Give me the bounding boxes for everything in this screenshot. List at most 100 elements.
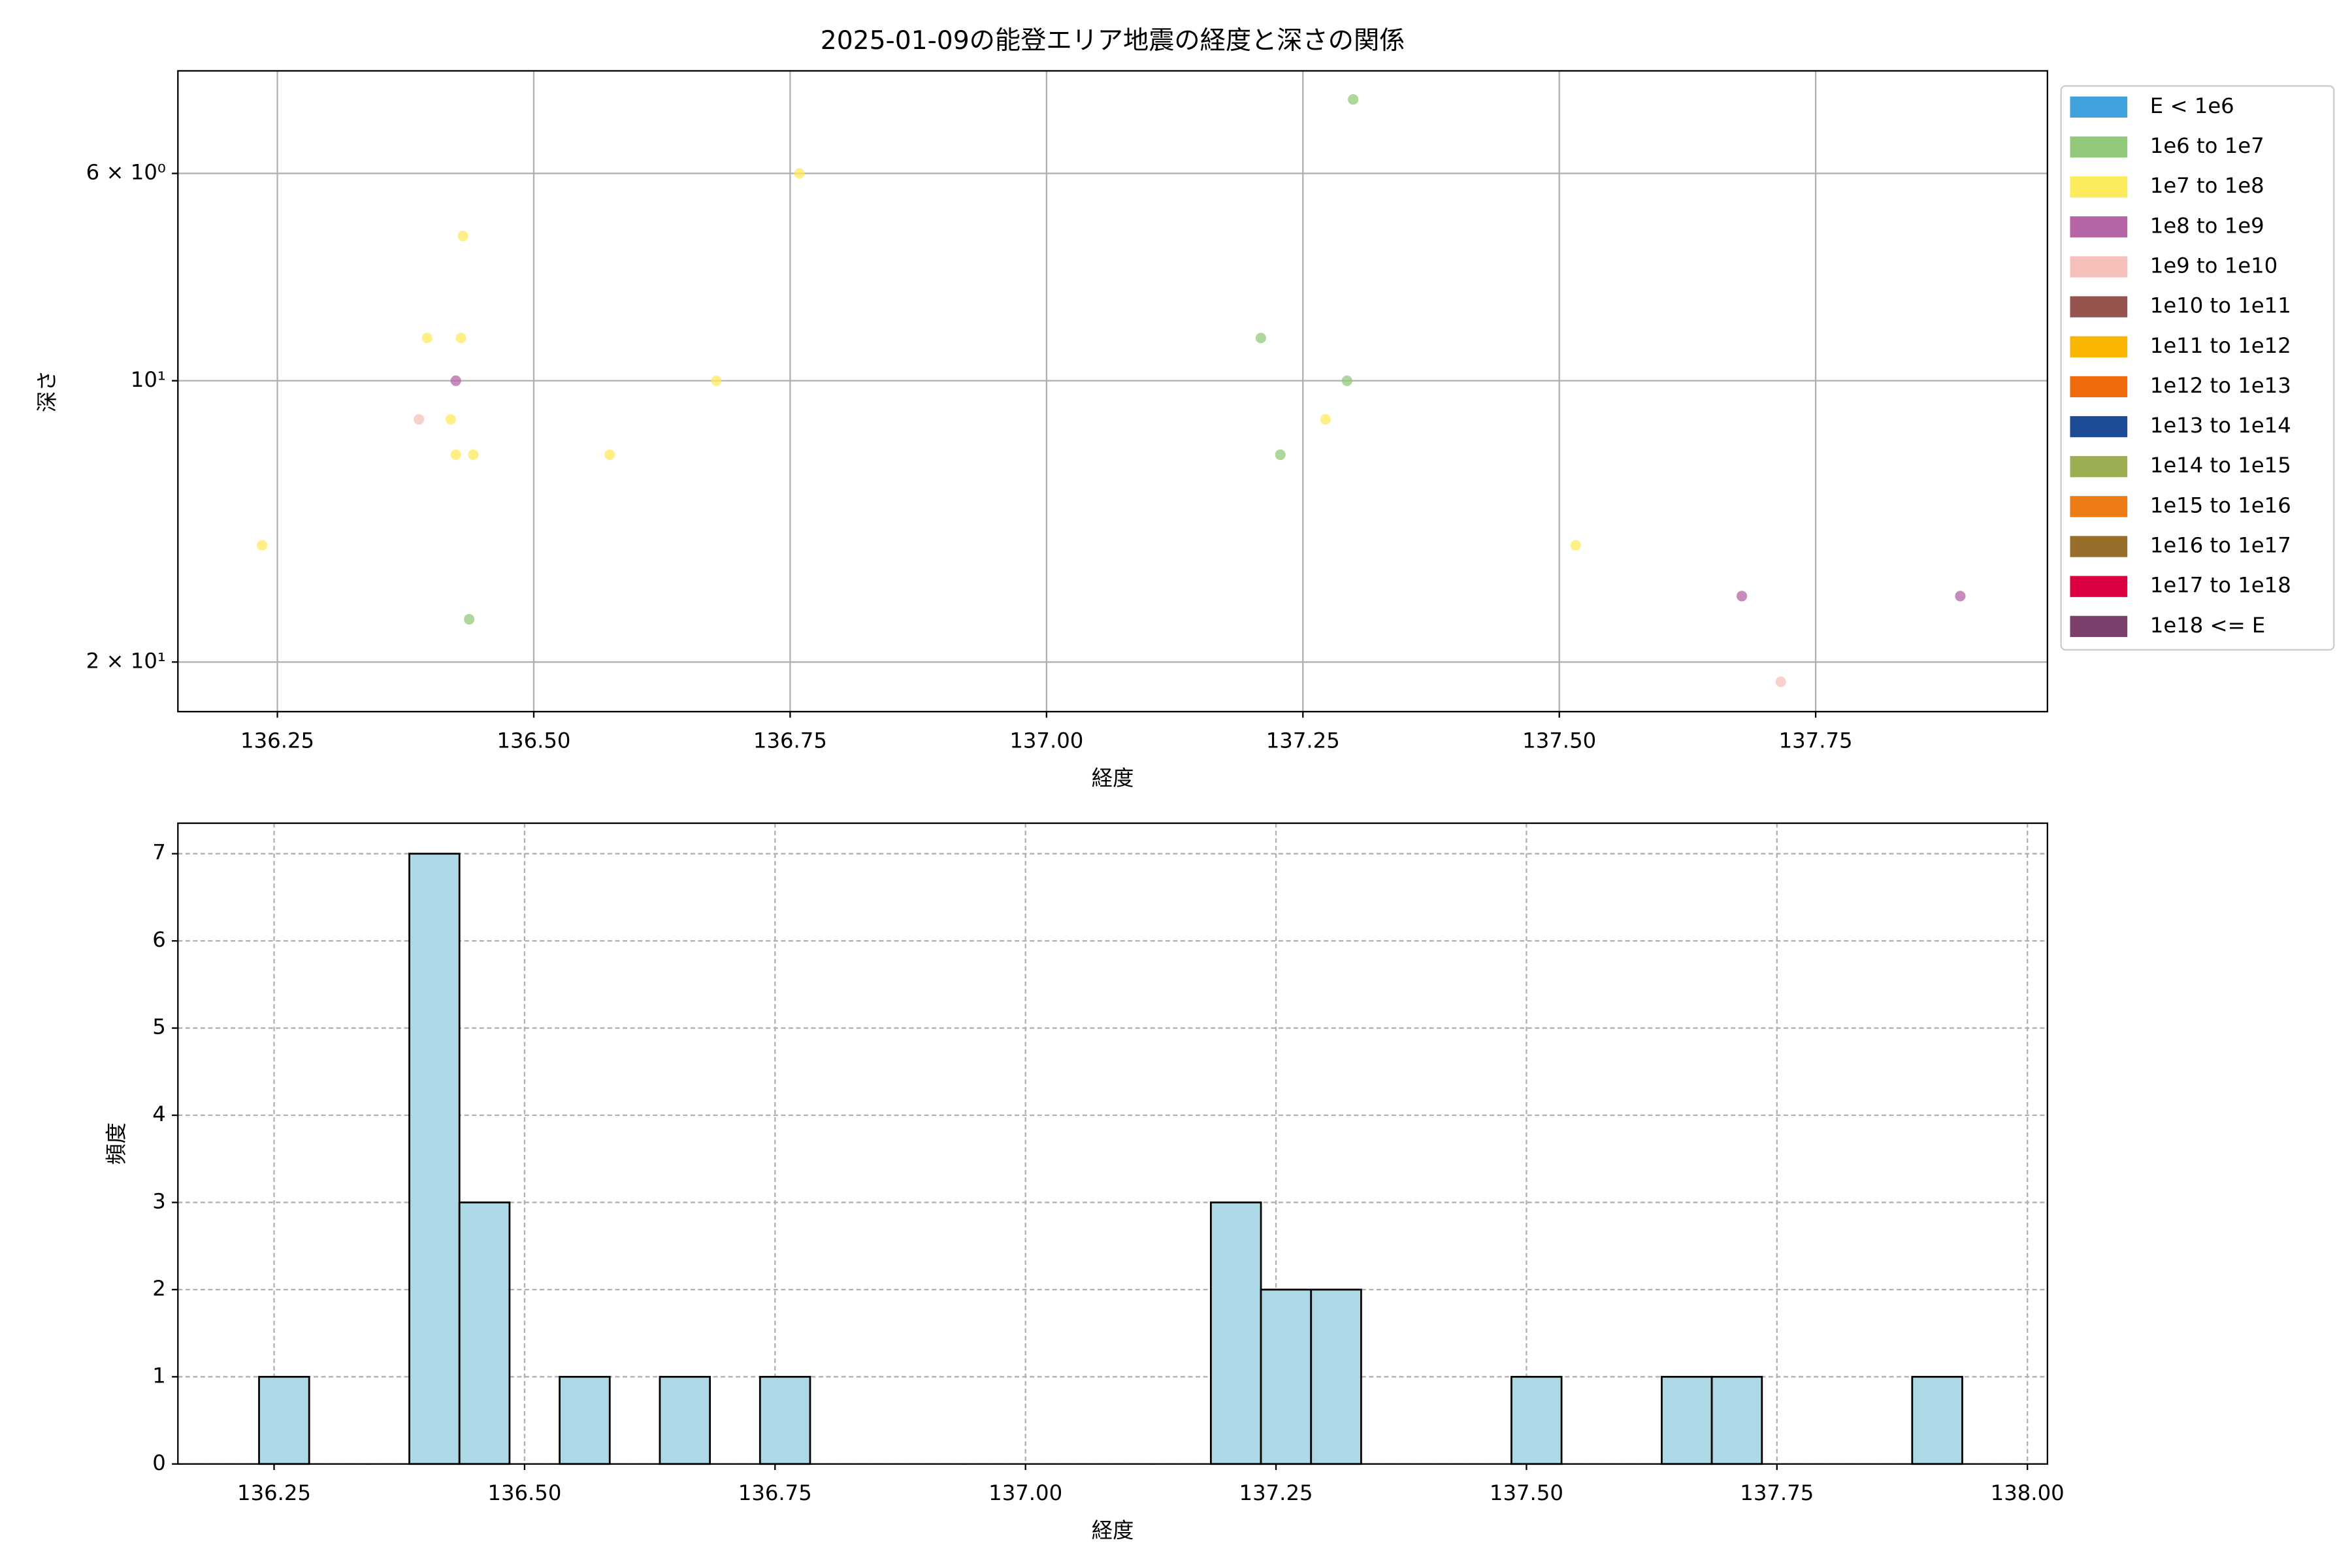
x-tick-label: 137.25 bbox=[1239, 1480, 1313, 1505]
x-tick-label: 136.25 bbox=[237, 1480, 311, 1505]
x-tick-label: 136.50 bbox=[487, 1480, 561, 1505]
point bbox=[468, 449, 479, 461]
bar bbox=[258, 1375, 310, 1465]
point bbox=[1341, 375, 1352, 386]
y-tick-label: 6 × 10⁰ bbox=[86, 159, 166, 184]
point bbox=[256, 540, 268, 551]
y-tick-label: 0 bbox=[152, 1450, 166, 1475]
point bbox=[1775, 676, 1786, 687]
bar bbox=[659, 1375, 711, 1465]
x-tick-label: 136.50 bbox=[497, 728, 570, 753]
x-tick-label: 137.50 bbox=[1490, 1480, 1563, 1505]
legend-swatch bbox=[2070, 376, 2128, 398]
bar bbox=[1710, 1375, 1763, 1465]
legend-label: 1e8 to 1e9 bbox=[2150, 213, 2264, 238]
bar bbox=[1209, 1201, 1262, 1465]
legend-label: 1e14 to 1e15 bbox=[2150, 453, 2291, 478]
point bbox=[1275, 449, 1286, 461]
legend-box bbox=[2060, 85, 2335, 651]
legend-swatch bbox=[2070, 496, 2128, 517]
legend-label: 1e18 <= E bbox=[2150, 613, 2266, 638]
x-tick-label: 137.75 bbox=[1740, 1480, 1814, 1505]
point bbox=[794, 168, 805, 179]
point bbox=[421, 333, 433, 344]
legend-swatch bbox=[2070, 336, 2128, 357]
y-axis-label: 頻度 bbox=[104, 1122, 129, 1165]
point bbox=[1570, 540, 1581, 551]
point bbox=[445, 414, 456, 425]
plot-frame bbox=[177, 822, 2048, 1465]
legend-swatch bbox=[2070, 176, 2128, 198]
point bbox=[464, 613, 475, 625]
legend-swatch bbox=[2070, 576, 2128, 597]
bar bbox=[458, 1201, 511, 1465]
legend-label: 1e9 to 1e10 bbox=[2150, 253, 2278, 278]
y-tick-label: 1 bbox=[152, 1363, 166, 1388]
x-tick-label: 137.50 bbox=[1522, 728, 1596, 753]
legend-swatch bbox=[2070, 216, 2128, 238]
x-tick-label: 136.25 bbox=[240, 728, 314, 753]
legend-swatch bbox=[2070, 256, 2128, 278]
legend-swatch bbox=[2070, 615, 2128, 637]
legend-swatch bbox=[2070, 296, 2128, 318]
x-axis-label: 経度 bbox=[1092, 766, 1134, 791]
legend-label: 1e16 to 1e17 bbox=[2150, 533, 2291, 558]
bar bbox=[1911, 1375, 1963, 1465]
point bbox=[455, 333, 466, 344]
legend-label: 1e7 to 1e8 bbox=[2150, 173, 2264, 198]
bar bbox=[1260, 1288, 1313, 1465]
bar bbox=[1310, 1288, 1362, 1465]
legend-label: 1e13 to 1e14 bbox=[2150, 413, 2291, 438]
legend-swatch bbox=[2070, 536, 2128, 557]
y-tick-label: 2 × 10¹ bbox=[86, 648, 166, 673]
point bbox=[1255, 333, 1266, 344]
bar bbox=[1661, 1375, 1713, 1465]
x-tick-label: 137.25 bbox=[1266, 728, 1340, 753]
legend-swatch bbox=[2070, 96, 2128, 118]
point bbox=[1320, 414, 1331, 425]
x-tick-label: 137.00 bbox=[988, 1480, 1062, 1505]
x-tick-label: 137.75 bbox=[1779, 728, 1853, 753]
x-tick-label: 138.00 bbox=[1991, 1480, 2065, 1505]
bar bbox=[408, 853, 461, 1465]
legend-swatch bbox=[2070, 136, 2128, 158]
legend-label: 1e12 to 1e13 bbox=[2150, 373, 2291, 398]
point bbox=[1955, 591, 1966, 602]
x-axis-label: 経度 bbox=[1092, 1518, 1134, 1543]
chart-title: 2025-01-09の能登エリア地震の経度と深さの関係 bbox=[821, 26, 1405, 56]
x-tick-label: 136.75 bbox=[738, 1480, 812, 1505]
point bbox=[1348, 94, 1359, 105]
legend-label: 1e11 to 1e12 bbox=[2150, 333, 2291, 358]
x-tick-label: 136.75 bbox=[753, 728, 827, 753]
x-tick-label: 137.00 bbox=[1009, 728, 1083, 753]
legend-swatch bbox=[2070, 456, 2128, 478]
point bbox=[450, 449, 461, 461]
bar bbox=[759, 1375, 811, 1465]
point bbox=[457, 231, 468, 242]
y-tick-label: 4 bbox=[152, 1102, 166, 1126]
legend-label: 1e17 to 1e18 bbox=[2150, 573, 2291, 598]
legend-label: E < 1e6 bbox=[2150, 93, 2234, 118]
y-tick-label: 2 bbox=[152, 1276, 166, 1301]
bar bbox=[559, 1375, 611, 1465]
point bbox=[414, 414, 425, 425]
y-tick-label: 5 bbox=[152, 1015, 166, 1039]
legend-label: 1e10 to 1e11 bbox=[2150, 293, 2291, 318]
bar bbox=[1511, 1375, 1563, 1465]
y-tick-label: 3 bbox=[152, 1188, 166, 1213]
y-tick-label: 7 bbox=[152, 840, 166, 865]
y-tick-label: 6 bbox=[152, 927, 166, 952]
y-tick-label: 10¹ bbox=[131, 367, 166, 392]
point bbox=[711, 375, 722, 386]
point bbox=[604, 449, 615, 461]
y-axis-label: 深さ bbox=[35, 370, 59, 413]
plot-frame bbox=[177, 70, 2048, 713]
legend-swatch bbox=[2070, 416, 2128, 438]
point bbox=[450, 375, 461, 386]
legend-label: 1e15 to 1e16 bbox=[2150, 493, 2291, 517]
point bbox=[1737, 591, 1748, 602]
legend-label: 1e6 to 1e7 bbox=[2150, 133, 2264, 158]
